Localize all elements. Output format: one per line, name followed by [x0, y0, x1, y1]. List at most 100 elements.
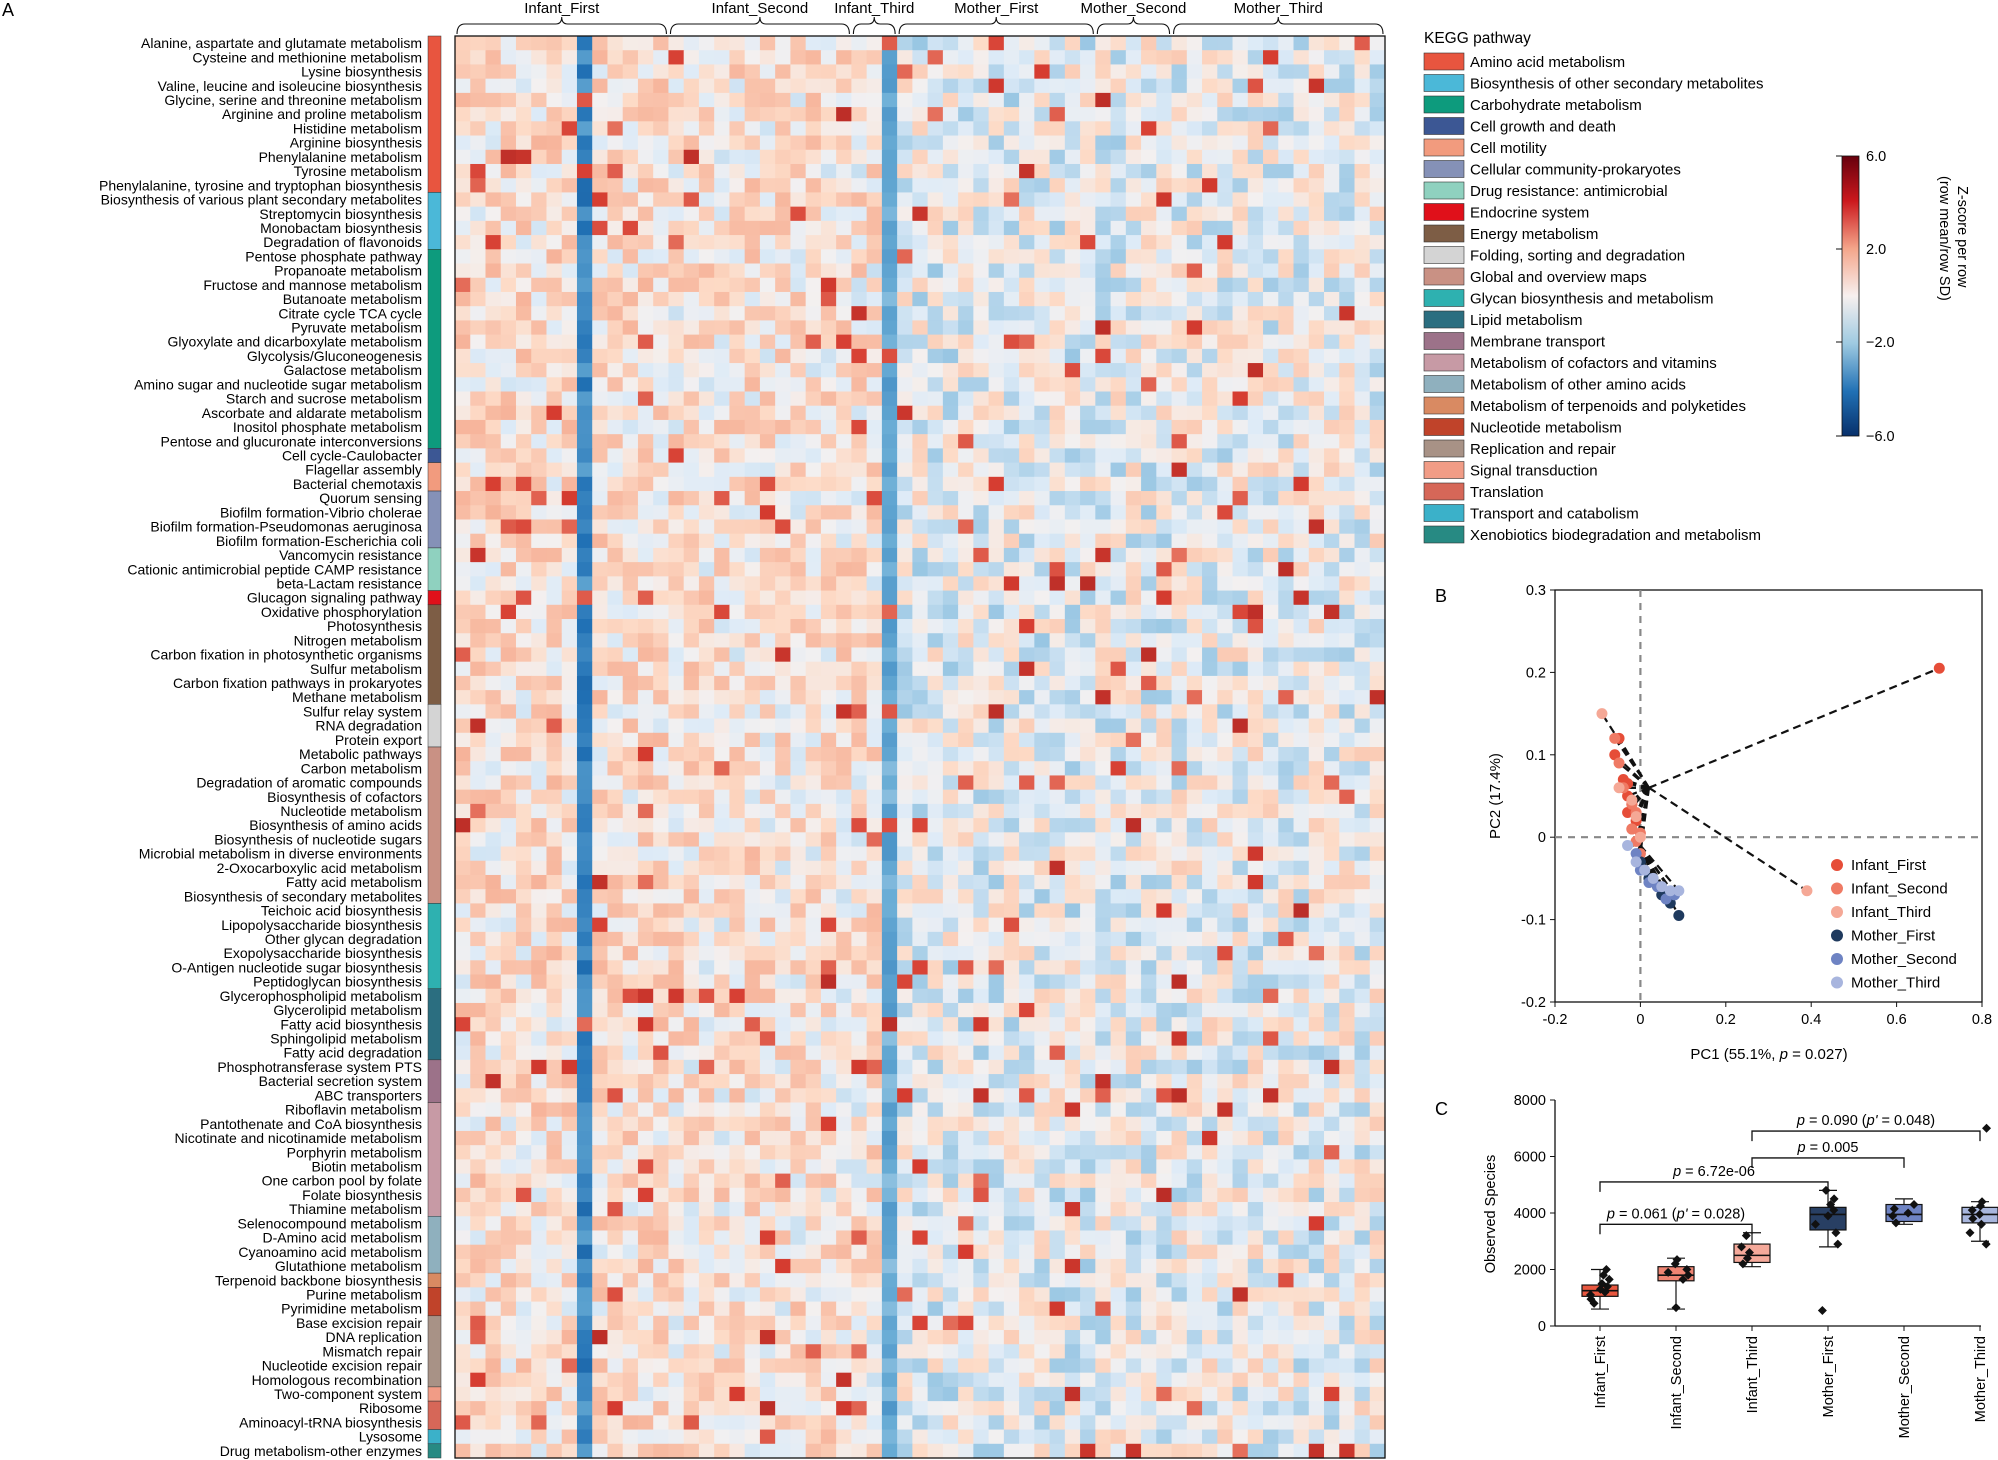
heatmap-cell — [1202, 405, 1218, 421]
heatmap-cell — [485, 576, 502, 592]
heatmap-cell — [958, 391, 974, 407]
heatmap-cell — [470, 576, 487, 592]
heatmap-cell — [1019, 633, 1035, 649]
heatmap-cell — [1202, 291, 1218, 307]
heatmap-cell — [1247, 1017, 1264, 1032]
heatmap-cell — [470, 263, 487, 279]
heatmap-cell — [470, 377, 487, 393]
heatmap-cell — [698, 163, 715, 179]
heatmap-cell — [759, 277, 776, 293]
heatmap-row-label: Glycolysis/Gluconeogenesis — [247, 348, 422, 364]
heatmap-cell — [531, 491, 548, 506]
heatmap-cell — [592, 1145, 609, 1160]
heatmap-cell — [1019, 235, 1035, 250]
heatmap-cell — [592, 889, 609, 905]
heatmap-cell — [836, 1074, 852, 1089]
heatmap-cell — [683, 149, 700, 165]
heatmap-cell — [820, 291, 837, 307]
heatmap-cell — [637, 661, 654, 677]
heatmap-cell — [485, 235, 502, 250]
heatmap-cell — [759, 832, 776, 848]
heatmap-cell — [668, 92, 685, 108]
heatmap-cell — [1156, 363, 1173, 378]
heatmap-cell — [561, 818, 578, 833]
heatmap-cell — [897, 235, 913, 250]
heatmap-cell — [1369, 163, 1386, 179]
heatmap-cell — [744, 149, 761, 165]
heatmap-cell — [729, 1116, 746, 1132]
heatmap-row-label: Flagellar assembly — [305, 462, 422, 478]
heatmap-cell — [1171, 818, 1188, 833]
heatmap-cell — [561, 974, 578, 990]
heatmap-cell — [668, 434, 685, 449]
heatmap-cell — [973, 163, 990, 179]
heatmap-cell — [1293, 163, 1310, 179]
heatmap-cell — [1324, 562, 1340, 577]
heatmap-cell — [698, 291, 715, 307]
heatmap-cell — [1369, 448, 1386, 464]
heatmap-cell — [988, 178, 1005, 194]
heatmap-cell — [576, 533, 593, 549]
heatmap-cell — [1064, 931, 1081, 947]
heatmap-cell — [1369, 704, 1386, 720]
heatmap-cell — [470, 1130, 487, 1146]
heatmap-cell — [851, 220, 868, 236]
heatmap-cell — [744, 448, 761, 464]
heatmap-cell — [1217, 64, 1234, 80]
heatmap-cell — [1324, 1130, 1340, 1146]
heatmap-cell — [805, 419, 822, 435]
heatmap-cell — [455, 1002, 471, 1018]
heatmap-cell — [775, 1116, 792, 1132]
heatmap-cell — [1141, 334, 1157, 350]
heatmap-cell — [546, 1145, 563, 1160]
heatmap-cell — [1049, 590, 1066, 606]
heatmap-cell — [698, 178, 715, 194]
heatmap-cell — [637, 718, 654, 734]
heatmap-cell — [1080, 633, 1096, 649]
heatmap-cell — [1003, 633, 1020, 649]
heatmap-cell — [775, 320, 792, 336]
heatmap-cell — [1354, 533, 1371, 549]
heatmap-cell — [1186, 1045, 1203, 1061]
heatmap-cell — [1247, 419, 1264, 435]
heatmap-cell — [1003, 1088, 1020, 1104]
heatmap-cell — [622, 988, 639, 1004]
heatmap-cell — [744, 818, 761, 833]
heatmap-cell — [942, 263, 959, 279]
heatmap-row-label: Biosynthesis of amino acids — [249, 817, 422, 833]
heatmap-cell — [1049, 818, 1066, 833]
heatmap-cell — [622, 78, 639, 94]
heatmap-cell — [1156, 206, 1173, 222]
heatmap-cell — [881, 235, 898, 250]
heatmap-cell — [1278, 249, 1295, 265]
heatmap-cell — [500, 931, 517, 947]
heatmap-cell — [653, 220, 670, 236]
heatmap-cell — [927, 1017, 944, 1032]
heatmap-cell — [698, 633, 715, 649]
heatmap-cell — [1293, 732, 1310, 748]
heatmap-cell — [897, 448, 913, 464]
heatmap-cell — [714, 163, 731, 179]
heatmap-cell — [531, 277, 548, 293]
heatmap-cell — [912, 547, 929, 563]
heatmap-cell — [1369, 249, 1386, 265]
heatmap-cell — [637, 604, 654, 620]
heatmap-cell — [942, 348, 959, 364]
heatmap-cell — [881, 1031, 898, 1047]
heatmap-cell — [714, 1045, 731, 1061]
heatmap-cell — [1278, 1002, 1295, 1018]
heatmap-cell — [1034, 291, 1051, 307]
heatmap-cell — [637, 92, 654, 108]
heatmap-cell — [576, 747, 593, 762]
heatmap-row-label: Vancomycin resistance — [279, 547, 422, 563]
heatmap-cell — [912, 675, 929, 691]
heatmap-cell — [531, 690, 548, 705]
heatmap-cell — [1293, 50, 1310, 66]
heatmap-cell — [973, 818, 990, 833]
heatmap-cell — [1064, 462, 1081, 478]
heatmap-cell — [1354, 931, 1371, 947]
heatmap-cell — [851, 434, 868, 449]
heatmap-cell — [866, 619, 883, 634]
heatmap-cell — [912, 206, 929, 222]
heatmap-cell — [607, 405, 624, 421]
